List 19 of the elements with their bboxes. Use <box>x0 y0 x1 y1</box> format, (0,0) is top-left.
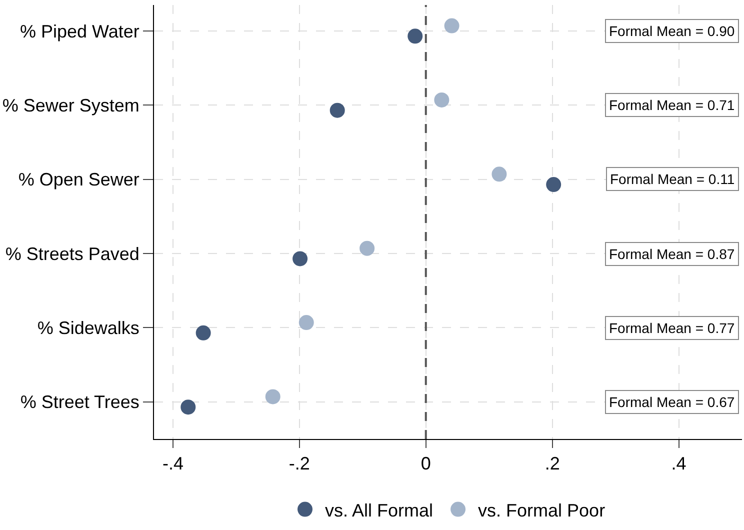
y-tick-label: % Sidewalks <box>37 318 140 338</box>
y-tick-label: % Piped Water <box>20 21 140 42</box>
y-tick-label: % Streets Paved <box>5 244 140 264</box>
x-tick-label: -.4 <box>162 454 184 474</box>
annotation: Formal Mean = 0.67 <box>609 394 735 410</box>
annotation: Formal Mean = 0.90 <box>609 23 735 39</box>
x-tick-label: -.2 <box>288 454 310 474</box>
legend-label: vs. All Formal <box>325 500 434 520</box>
y-tick-label: % Street Trees <box>20 392 140 412</box>
y-tick-label: % Open Sewer <box>18 170 140 190</box>
x-tick-label: .4 <box>671 454 686 474</box>
x-tick-label: .2 <box>544 454 560 474</box>
annotation: Formal Mean = 0.11 <box>610 171 735 187</box>
x-tick-label: 0 <box>420 454 431 474</box>
annotation: Formal Mean = 0.71 <box>609 97 735 113</box>
annotation: Formal Mean = 0.77 <box>609 320 735 336</box>
y-tick-label: % Sewer System <box>2 95 140 116</box>
legend-label: vs. Formal Poor <box>478 500 606 520</box>
annotation: Formal Mean = 0.87 <box>609 246 735 262</box>
